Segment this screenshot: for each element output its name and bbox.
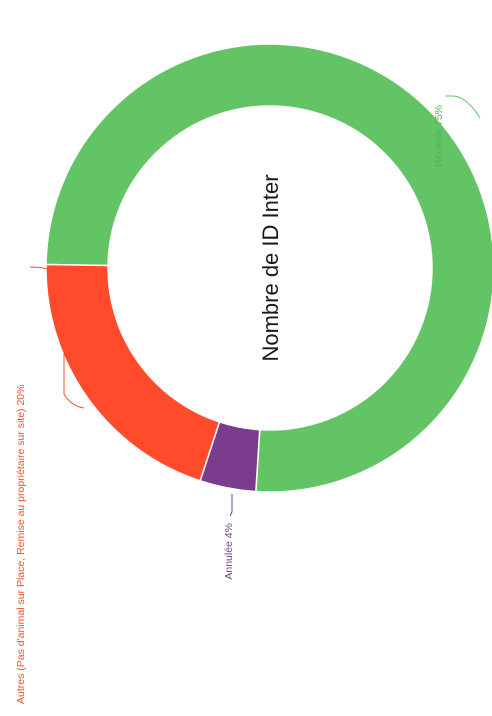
center-title: Nombre de ID Inter bbox=[258, 174, 283, 361]
label-connector-reussie bbox=[445, 95, 481, 119]
donut-slices bbox=[45, 43, 492, 493]
label-connector-annulee bbox=[229, 494, 233, 517]
slice-label-autres: Autres (Pas d'animal sur Place, Remise a… bbox=[15, 385, 27, 704]
slice-label-reussie: Réussie 75% bbox=[433, 105, 445, 167]
label-connector-autres bbox=[29, 266, 85, 409]
slice-reussie bbox=[45, 43, 492, 493]
slice-autres bbox=[45, 263, 221, 482]
slice-label-annulee: Annulée 4% bbox=[223, 523, 235, 580]
